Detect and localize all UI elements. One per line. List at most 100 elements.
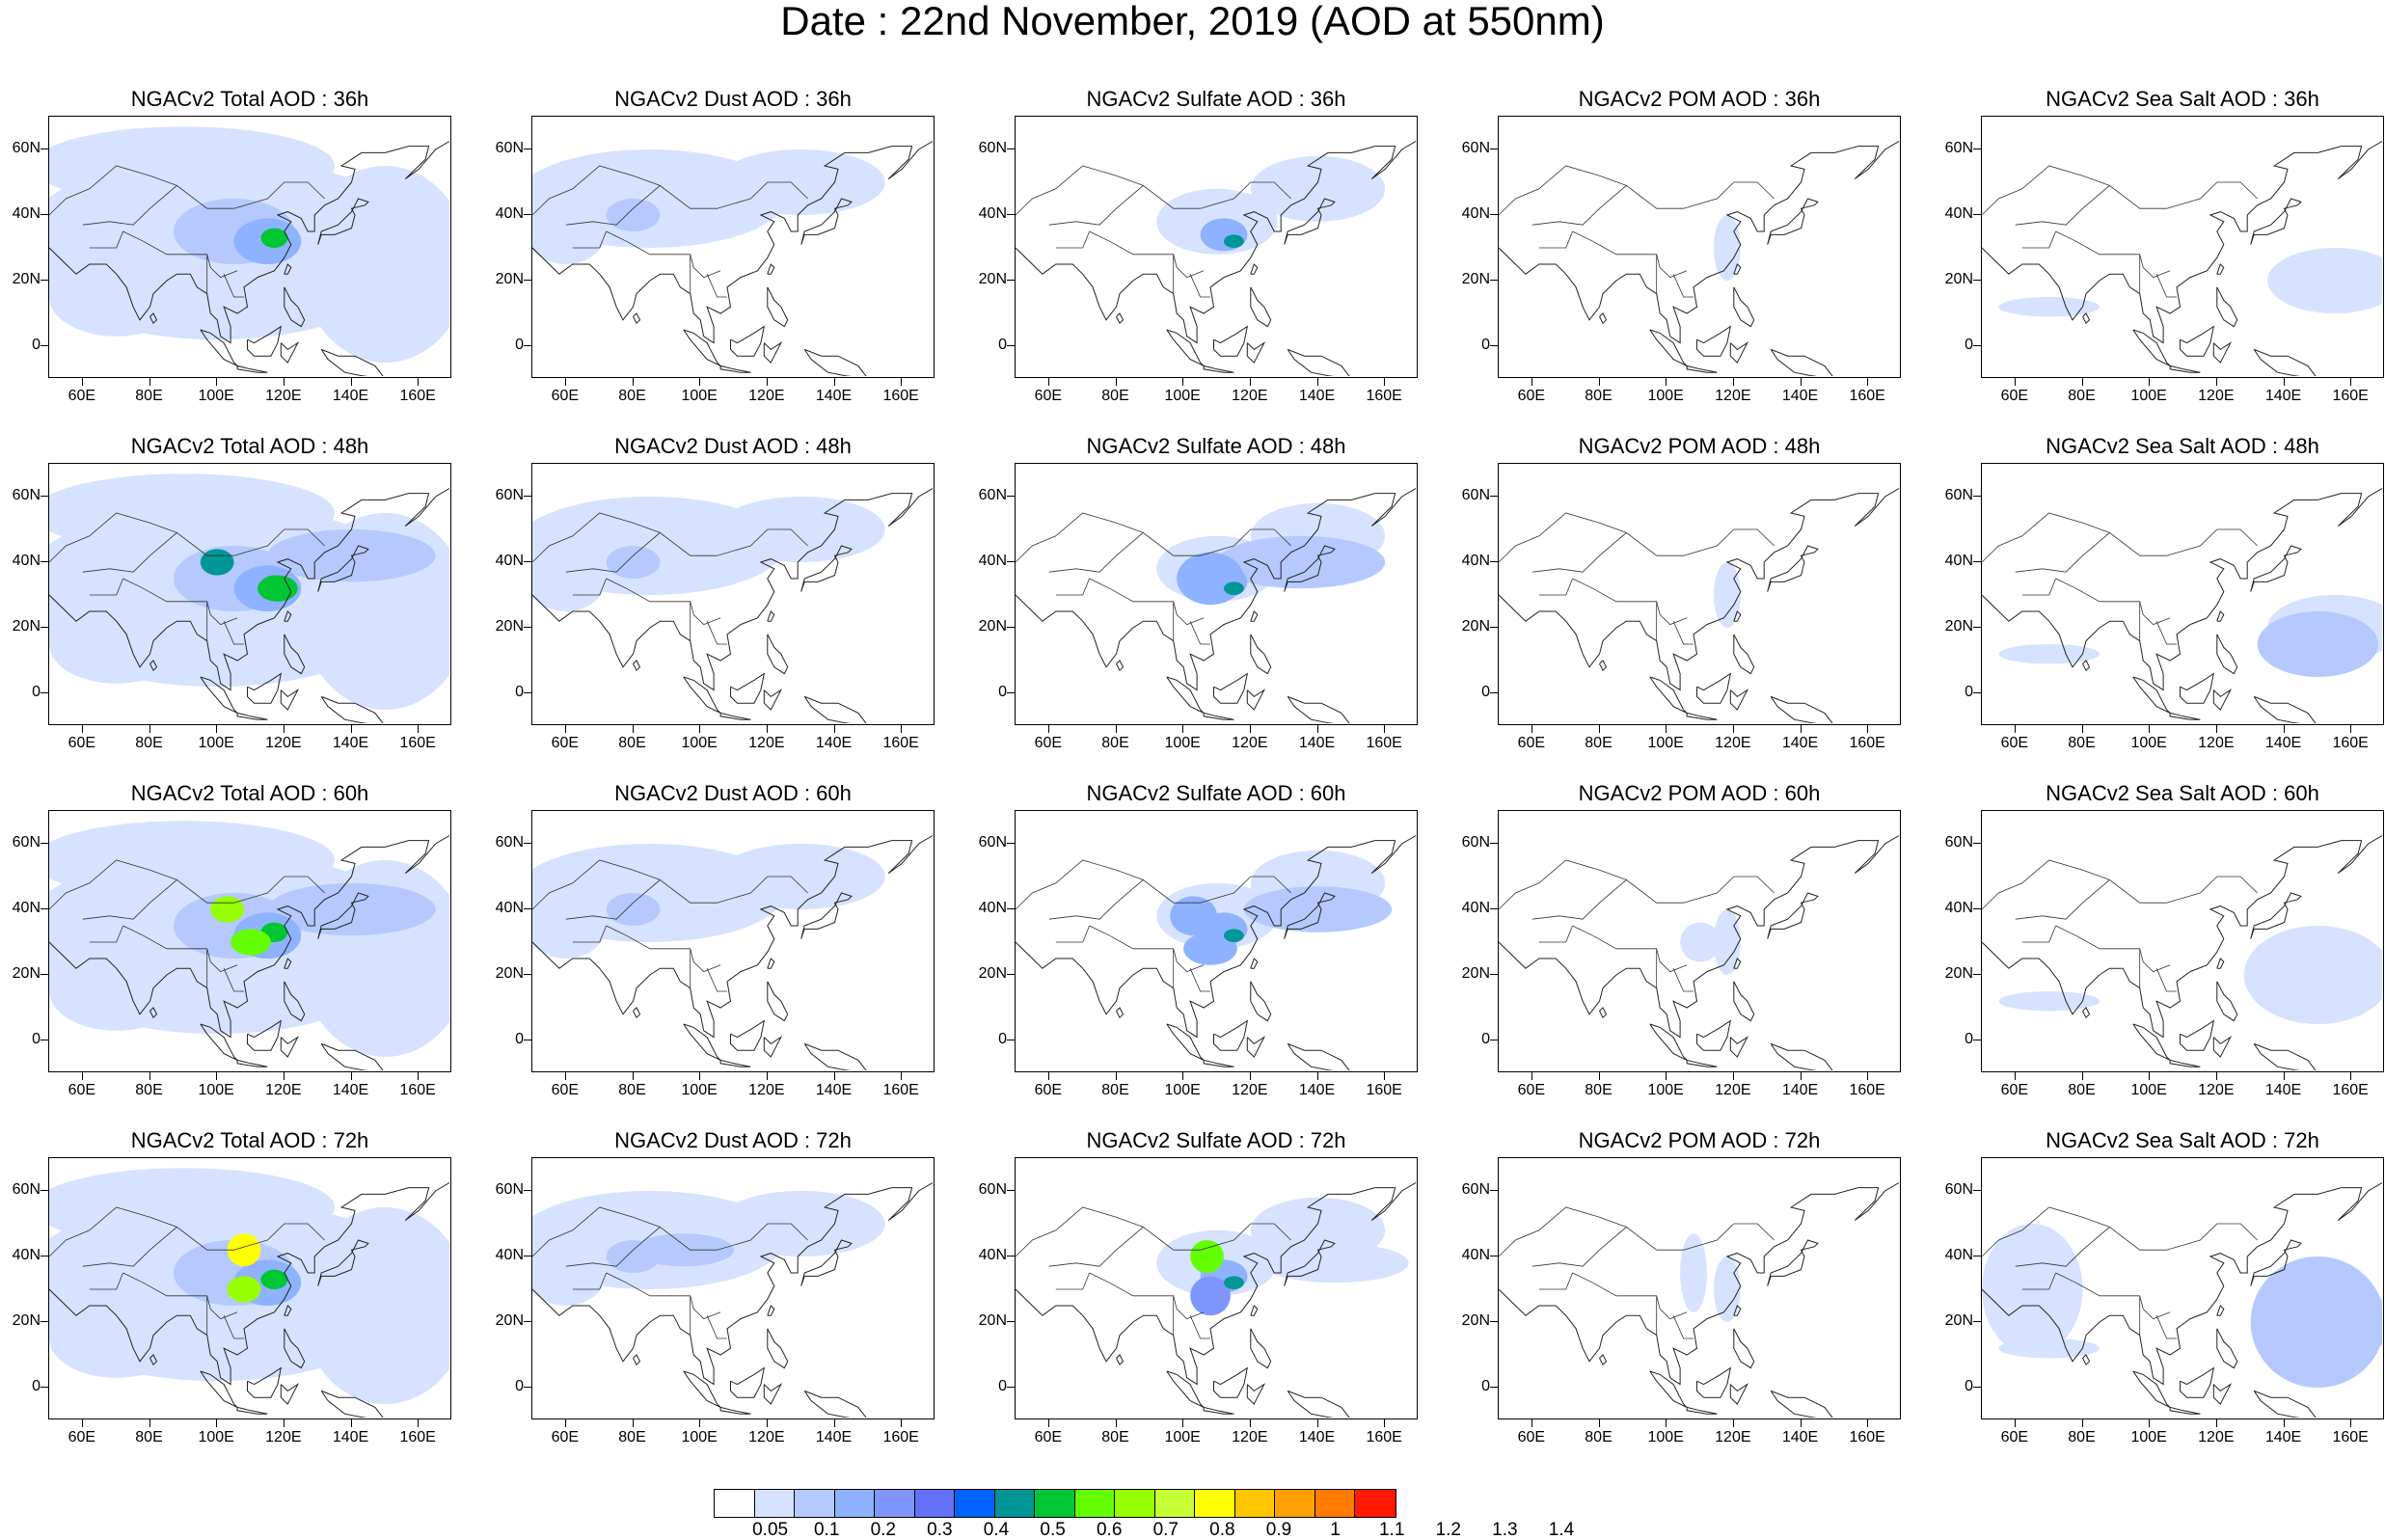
coastline	[1770, 695, 1833, 723]
lon-tick	[833, 1072, 835, 1080]
lon-tick	[2149, 725, 2151, 733]
map-plot-area	[1498, 116, 1901, 378]
lat-tick-label: 60N	[1944, 1181, 1973, 1198]
coastline	[1729, 1383, 1749, 1405]
colorbar-swatch	[1195, 1490, 1235, 1517]
coastline	[763, 689, 783, 711]
lon-tick-label: 160E	[2332, 1429, 2369, 1445]
coastline	[2253, 695, 2317, 723]
lon-tick-label: 80E	[2068, 1082, 2096, 1098]
country-border	[49, 859, 177, 910]
lat-tick-label: 60N	[1944, 487, 1973, 503]
lat-tick	[41, 974, 48, 975]
lon-tick	[1384, 378, 1386, 386]
lat-tick	[1490, 1321, 1498, 1322]
map-plot-area	[48, 116, 451, 378]
lon-tick	[1316, 725, 1318, 733]
country-border	[2155, 274, 2177, 298]
lon-tick	[1598, 725, 1600, 733]
coastline	[320, 1042, 384, 1070]
country-border	[1672, 968, 1694, 992]
lat-tick	[524, 280, 531, 281]
aod-contour	[1177, 552, 1244, 606]
lat-tick	[1973, 1387, 1981, 1388]
coastline	[2212, 689, 2233, 711]
country-border	[82, 528, 325, 573]
lon-tick-label: 140E	[815, 735, 853, 751]
country-border	[1189, 1315, 1210, 1339]
lon-tick-label: 80E	[2068, 735, 2096, 751]
panel-title: NGACv2 Sea Salt AOD : 36h	[2046, 87, 2319, 111]
coastline	[2212, 1383, 2233, 1405]
lat-tick	[1490, 214, 1498, 215]
lon-tick	[2014, 1419, 2016, 1427]
aod-contour	[606, 199, 661, 231]
coastline	[1729, 689, 1749, 711]
coastline	[532, 487, 933, 691]
lon-tick-label: 120E	[2198, 735, 2235, 751]
lat-tick	[524, 1387, 531, 1388]
coastline	[1287, 1042, 1350, 1070]
aod-contour	[1998, 644, 2100, 664]
aod-contour	[606, 546, 661, 579]
coastline	[767, 1305, 775, 1316]
lon-tick-label: 60E	[68, 388, 96, 404]
coastline	[1250, 958, 1259, 969]
coastline	[284, 286, 306, 328]
aod-contour	[257, 575, 298, 602]
map-panel: NGACv2 Sea Salt AOD : 72h 60N 40N 20N 0 60E 80…	[1945, 1128, 2384, 1446]
lon-tick	[1867, 378, 1869, 386]
lon-tick-label: 100E	[198, 388, 234, 404]
lat-tick	[1007, 1190, 1015, 1191]
lat-tick-label: 60N	[12, 140, 41, 156]
country-border	[122, 1272, 238, 1320]
aod-contour	[49, 473, 336, 553]
aod-field	[1499, 487, 1899, 723]
coastline	[1250, 1328, 1272, 1369]
country-border	[89, 230, 123, 249]
lat-tick-label: 40N	[978, 205, 1007, 222]
lon-tick	[833, 725, 835, 733]
coastline	[683, 676, 721, 714]
country-border	[1048, 528, 1291, 573]
lat-tick-label: 40N	[1944, 553, 1973, 569]
coastline	[683, 1023, 721, 1061]
lon-tick	[2283, 1072, 2285, 1080]
coastline	[1203, 1406, 1234, 1415]
lon-tick	[2350, 1072, 2352, 1080]
lat-tick	[1973, 1321, 1981, 1322]
lat-tick-label: 0	[515, 337, 524, 353]
coastline	[2082, 312, 2091, 325]
country-border	[89, 578, 123, 596]
lat-tick	[1973, 561, 1981, 562]
coastline	[1284, 198, 1336, 245]
lon-tick-label: 80E	[1585, 735, 1613, 751]
lon-tick-label: 120E	[2198, 388, 2235, 404]
aod-contour	[210, 896, 245, 923]
coastline	[803, 1390, 867, 1418]
country-border	[2015, 876, 2258, 920]
map-panel: NGACv2 Sulfate AOD : 36h 60N 40N 20N 0 60E 80E…	[979, 87, 1418, 405]
country-border	[2155, 621, 2177, 645]
lon-tick	[564, 1072, 566, 1080]
country-border	[1531, 876, 1775, 920]
aod-contour	[1713, 215, 1741, 281]
aod-contour	[2250, 1256, 2382, 1388]
lat-tick	[1973, 214, 1981, 215]
country-border	[1572, 925, 1688, 973]
map-panel: NGACv2 Total AOD : 72h 60N 40N 20N 0 60E 80E 10…	[13, 1128, 451, 1446]
lon-tick	[216, 1419, 218, 1427]
aod-contour	[1223, 581, 1244, 595]
lon-tick-label: 120E	[265, 388, 302, 404]
lat-tick-label: 0	[998, 1031, 1007, 1047]
panel-title: NGACv2 Sea Salt AOD : 72h	[2046, 1128, 2319, 1152]
lon-tick-label: 140E	[815, 1429, 853, 1445]
lon-tick	[216, 378, 218, 386]
coastline	[1016, 834, 1416, 1039]
coastline	[284, 981, 306, 1022]
lat-tick-label: 60N	[12, 487, 41, 503]
lon-tick-label: 120E	[1715, 1429, 1751, 1445]
country-border	[606, 925, 721, 973]
coastline	[1250, 610, 1259, 622]
aod-contour	[227, 1276, 261, 1303]
